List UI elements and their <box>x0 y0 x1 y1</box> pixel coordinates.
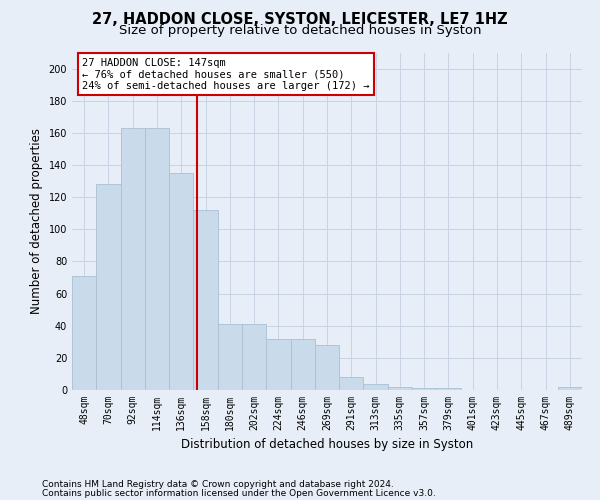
Bar <box>266 338 290 390</box>
Text: 27, HADDON CLOSE, SYSTON, LEICESTER, LE7 1HZ: 27, HADDON CLOSE, SYSTON, LEICESTER, LE7… <box>92 12 508 28</box>
Bar <box>388 387 412 390</box>
Bar <box>364 384 388 390</box>
Bar <box>72 276 96 390</box>
X-axis label: Distribution of detached houses by size in Syston: Distribution of detached houses by size … <box>181 438 473 452</box>
Bar <box>169 173 193 390</box>
Bar <box>558 387 582 390</box>
Y-axis label: Number of detached properties: Number of detached properties <box>30 128 43 314</box>
Bar <box>145 128 169 390</box>
Text: 27 HADDON CLOSE: 147sqm
← 76% of detached houses are smaller (550)
24% of semi-d: 27 HADDON CLOSE: 147sqm ← 76% of detache… <box>82 58 370 91</box>
Bar <box>96 184 121 390</box>
Bar <box>290 338 315 390</box>
Bar <box>121 128 145 390</box>
Bar <box>315 345 339 390</box>
Bar <box>242 324 266 390</box>
Bar <box>436 388 461 390</box>
Bar <box>412 388 436 390</box>
Bar <box>218 324 242 390</box>
Text: Contains HM Land Registry data © Crown copyright and database right 2024.: Contains HM Land Registry data © Crown c… <box>42 480 394 489</box>
Bar <box>339 377 364 390</box>
Text: Contains public sector information licensed under the Open Government Licence v3: Contains public sector information licen… <box>42 488 436 498</box>
Bar <box>193 210 218 390</box>
Text: Size of property relative to detached houses in Syston: Size of property relative to detached ho… <box>119 24 481 37</box>
